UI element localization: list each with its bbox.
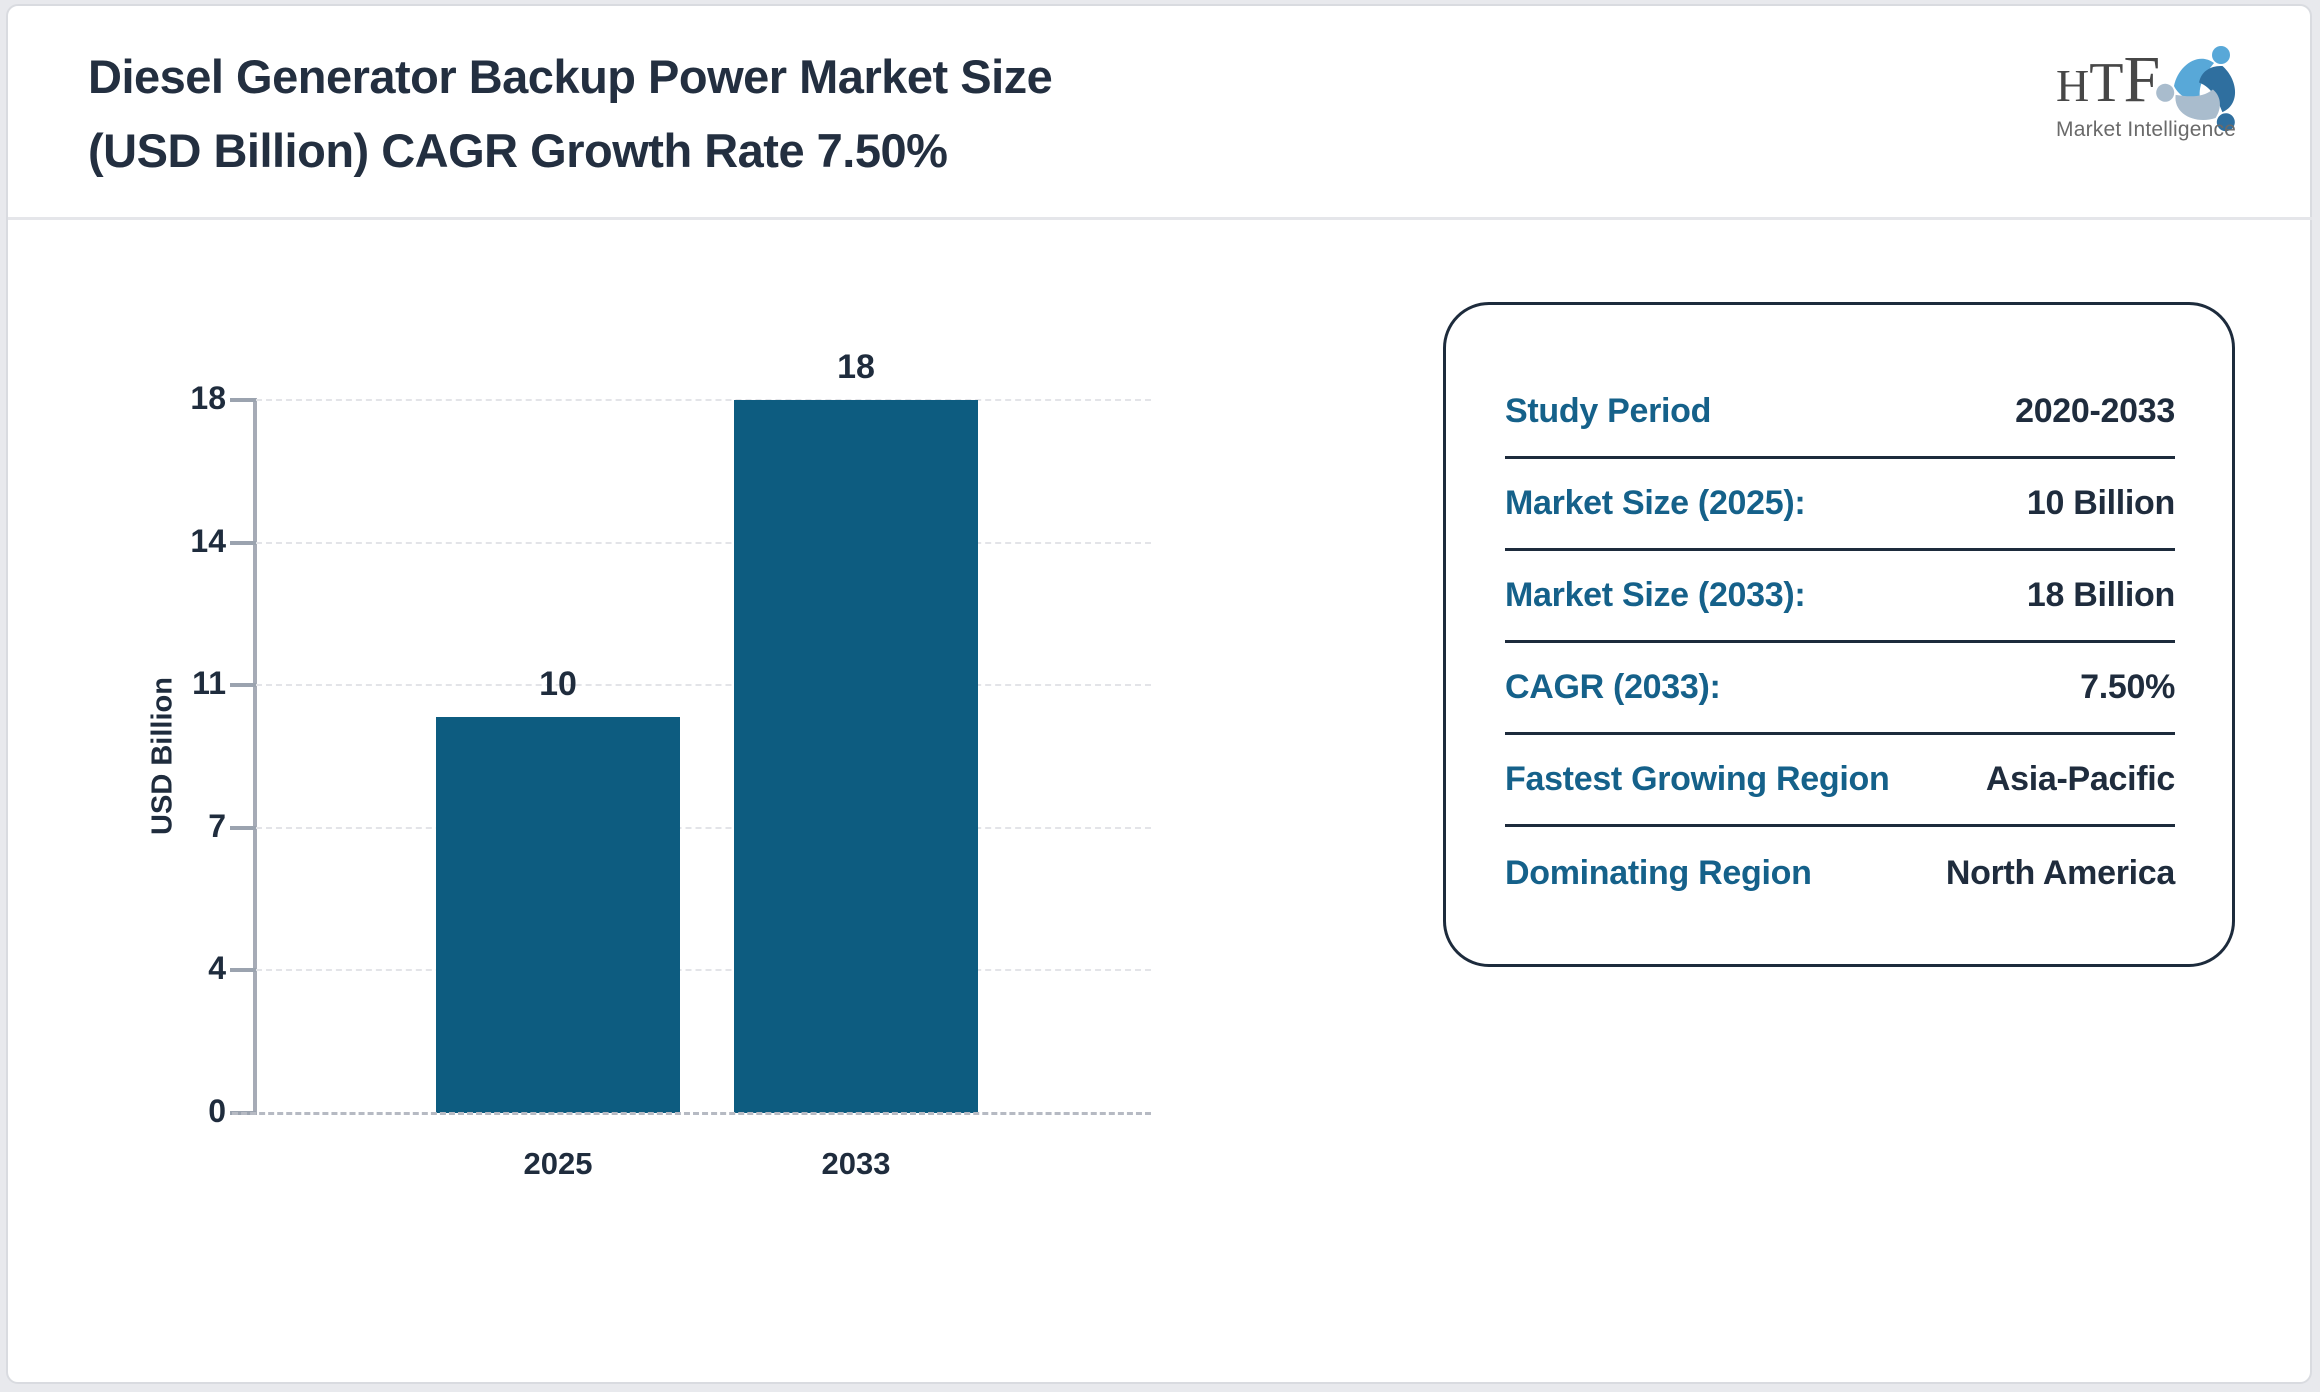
x-tick-label-2033: 2033 xyxy=(821,1146,891,1181)
info-value-market-size-2025: 10 Billion xyxy=(2026,484,2175,522)
info-label-dominating-region: Dominating Region xyxy=(1505,853,1812,892)
gridline-18 xyxy=(256,399,1151,401)
gridline-7 xyxy=(256,826,1151,829)
info-panel: Study Period 2020-2033 Market Size (2025):… xyxy=(1443,302,2235,967)
y-tick-mark-11 xyxy=(230,683,256,688)
info-value-dominating-region: North America xyxy=(1945,853,2175,892)
brand-logo: HTF Market Intelligence xyxy=(2048,38,2263,148)
x-tick-label-2025: 2025 xyxy=(523,1146,593,1181)
page-title-line-1: Diesel Generator Backup Power Market Siz… xyxy=(88,50,1053,103)
bar-2025 xyxy=(436,716,680,1113)
info-row-fastest-growing-region: Fastest Growing Region Asia-Pacific xyxy=(1505,735,2175,827)
info-label-fastest-growing-region: Fastest Growing Region xyxy=(1505,760,1890,798)
info-value-fastest-growing-region: Asia-Pacific xyxy=(1985,760,2175,798)
x-axis-baseline xyxy=(232,1112,1151,1115)
info-row-market-size-2033: Market Size (2033): 18 Billion xyxy=(1505,551,2175,643)
logo-letter-h: H xyxy=(2056,60,2090,111)
info-value-market-size-2033: 18 Billion xyxy=(2026,576,2175,614)
header-divider xyxy=(8,217,2312,220)
page-title: Diesel Generator Backup Power Market Siz… xyxy=(88,40,1053,188)
y-tick-label-11: 11 xyxy=(192,665,226,702)
info-label-cagr-2033: CAGR (2033): xyxy=(1505,668,1721,706)
info-row-study-period: Study Period 2020-2033 xyxy=(1505,367,2175,459)
info-rows: Study Period 2020-2033 Market Size (2025):… xyxy=(1505,367,2175,919)
info-row-cagr-2033: CAGR (2033): 7.50% xyxy=(1505,643,2175,735)
y-tick-mark-7 xyxy=(230,825,256,830)
y-tick-label-4: 4 xyxy=(208,950,226,987)
y-tick-mark-4 xyxy=(230,968,256,973)
gridline-11 xyxy=(256,684,1151,687)
info-value-cagr-2033: 7.50% xyxy=(2080,668,2175,706)
htf-logo-text: HTF xyxy=(2056,38,2160,128)
y-axis-line xyxy=(253,398,257,1115)
logo-letter-t: T xyxy=(2089,52,2124,114)
y-tick-mark-18 xyxy=(230,398,256,402)
gridline-14 xyxy=(256,541,1151,544)
info-value-study-period: 2020-2033 xyxy=(2015,392,2175,430)
gridline-4 xyxy=(256,969,1151,972)
info-label-market-size-2025: Market Size (2025): xyxy=(1505,484,1806,522)
y-tick-label-18: 18 xyxy=(190,380,226,417)
page-title-line-2: (USD Billion) CAGR Growth Rate 7.50% xyxy=(88,124,948,177)
y-tick-label-7: 7 xyxy=(208,807,226,844)
info-label-market-size-2033: Market Size (2033): xyxy=(1505,576,1806,614)
y-tick-mark-14 xyxy=(230,540,256,545)
info-row-market-size-2025: Market Size (2025): 10 Billion xyxy=(1505,459,2175,551)
y-tick-label-14: 14 xyxy=(190,522,226,559)
y-tick-label-0: 0 xyxy=(208,1093,226,1130)
info-label-study-period: Study Period xyxy=(1505,392,1712,430)
three-figures-swirl-icon xyxy=(2156,46,2236,132)
bar-2033 xyxy=(734,400,978,1113)
bar-value-label-2025: 10 xyxy=(539,664,577,703)
logo-subtext: Market Intelligence xyxy=(2056,118,2237,141)
info-row-dominating-region: Dominating Region North America xyxy=(1505,827,2175,919)
bar-value-label-2033: 18 xyxy=(837,348,875,386)
logo-letter-f: F xyxy=(2123,43,2161,116)
